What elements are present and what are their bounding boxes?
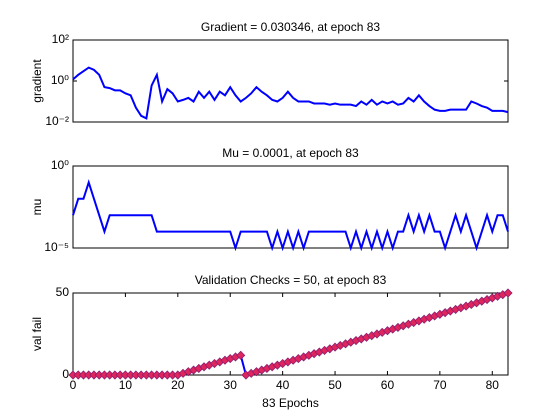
data-marker	[503, 288, 513, 298]
y-axis-label: val fail	[30, 317, 44, 351]
data-marker	[236, 350, 246, 360]
y-axis-label: gradient	[30, 59, 44, 103]
y-tick-label: 0	[62, 367, 69, 381]
chart-title: Validation Checks = 50, at epoch 83	[195, 273, 387, 287]
y-tick-label: 10⁰	[51, 73, 69, 87]
y-tick-label: 10²	[52, 32, 69, 46]
x-tick-label: 0	[70, 378, 77, 392]
x-tick-label: 70	[433, 378, 447, 392]
y-axis-label: mu	[30, 199, 44, 216]
x-tick-label: 60	[381, 378, 395, 392]
chart-title: Gradient = 0.030346, at epoch 83	[201, 20, 380, 34]
data-line	[72, 179, 509, 252]
y-tick-label: 50	[56, 285, 70, 299]
x-tick-label: 10	[119, 378, 133, 392]
y-tick-label: 10⁻⁵	[44, 240, 69, 254]
x-tick-label: 80	[486, 378, 500, 392]
x-tick-label: 20	[171, 378, 185, 392]
x-axis-label: 83 Epochs	[262, 396, 319, 410]
data-line	[72, 66, 509, 120]
y-tick-label: 10⁻²	[45, 114, 69, 128]
x-tick-label: 40	[276, 378, 290, 392]
chart-title: Mu = 0.0001, at epoch 83	[222, 146, 359, 160]
plot-area	[72, 165, 509, 249]
y-tick-label: 10⁰	[51, 158, 69, 172]
plot-area	[72, 39, 509, 123]
x-tick-label: 30	[224, 378, 238, 392]
x-tick-label: 50	[328, 378, 342, 392]
